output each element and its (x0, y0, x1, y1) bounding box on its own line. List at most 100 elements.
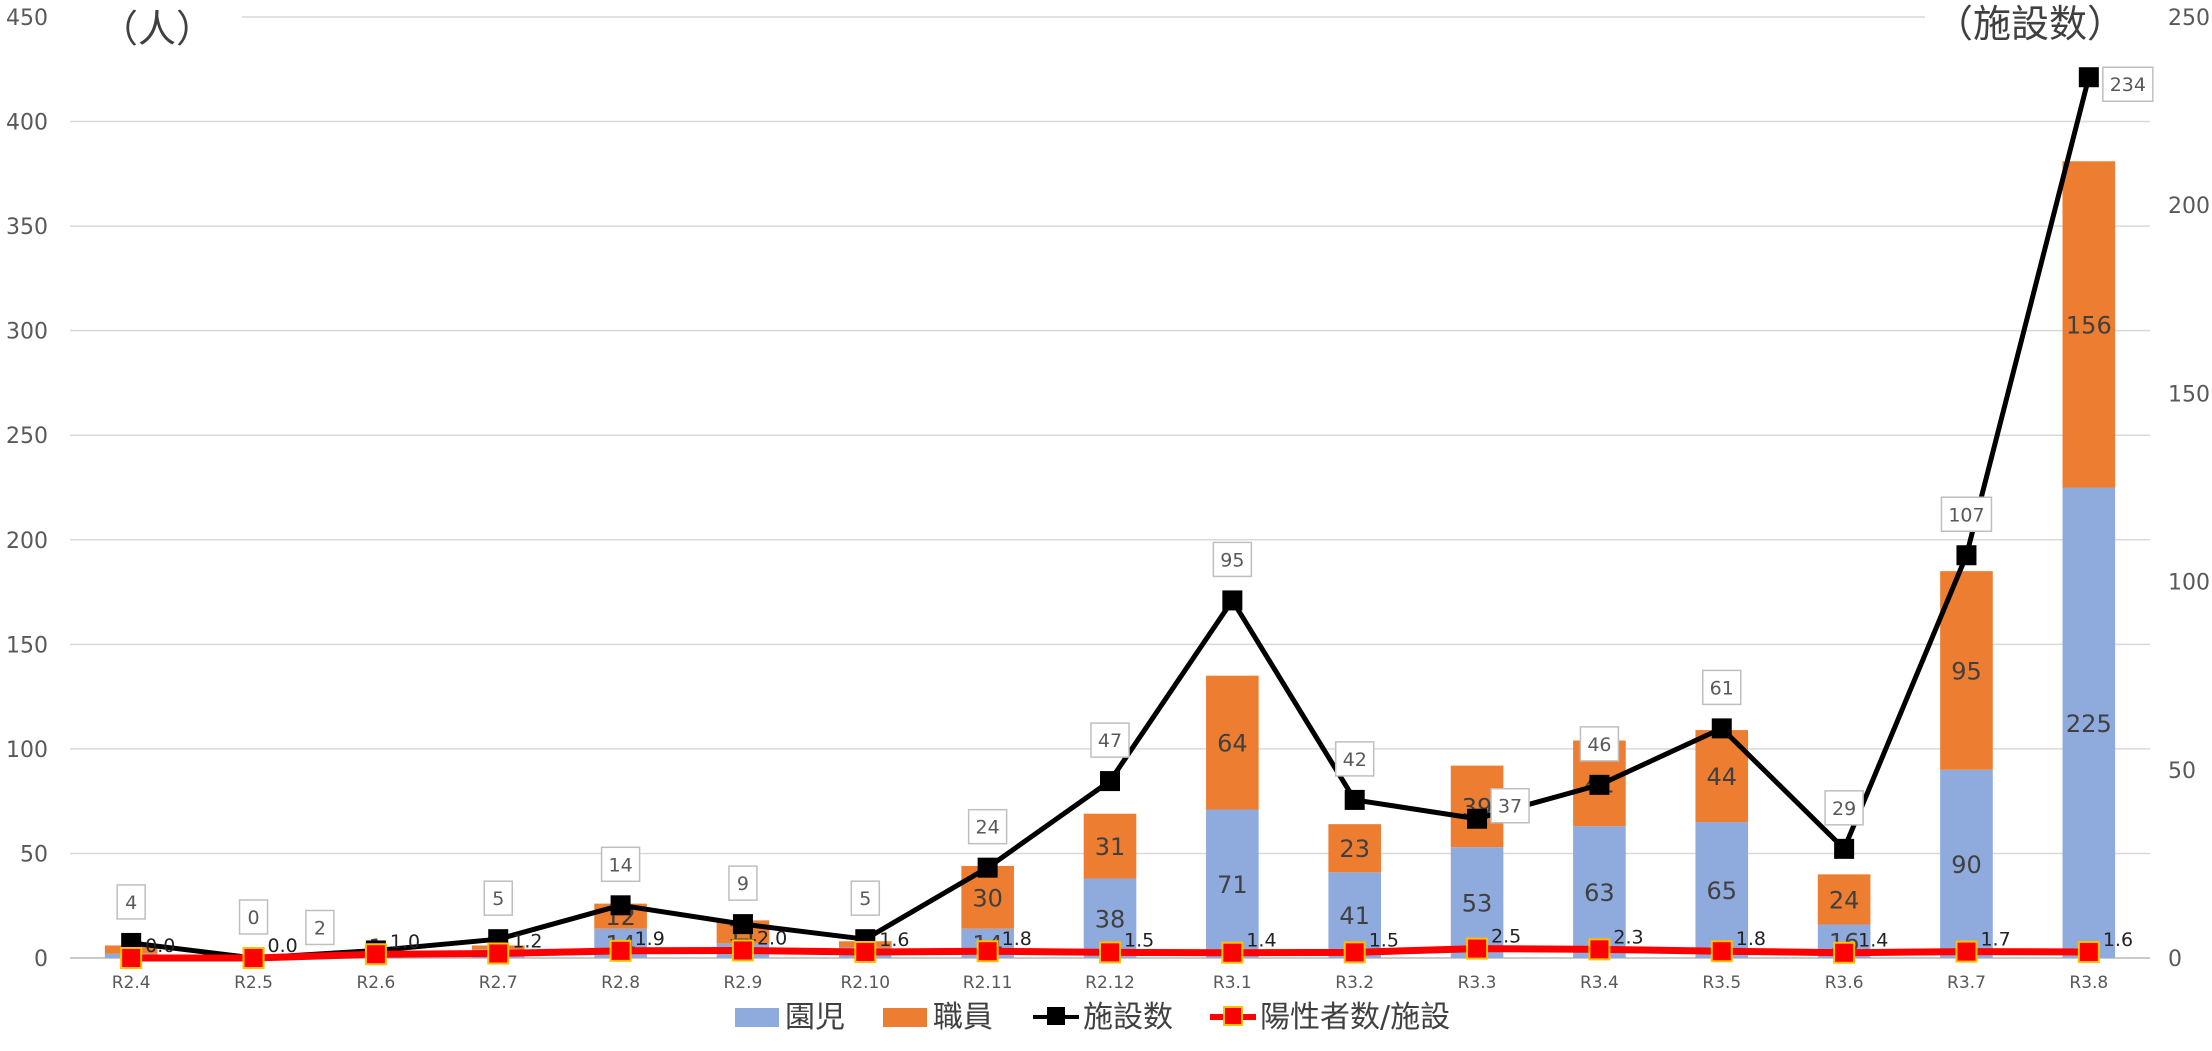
marker-陽性者数-施設 (1710, 940, 1733, 963)
label-box-施設数 (1702, 669, 1742, 706)
y-right-tick-label: 250 (2168, 6, 2210, 31)
marker-陽性者数-施設 (731, 939, 754, 962)
gridlines (70, 16, 2150, 959)
legend-職員-text: 職員 (933, 1000, 993, 1035)
bar-園児 (1695, 822, 1749, 958)
bar-labels: 2411421412711531430383171644123533963416… (124, 311, 2112, 969)
line-label-陽性者数-施設: 1.4 (1246, 930, 1276, 952)
marker-施設数 (1589, 774, 1610, 795)
bar-職員 (1206, 675, 1259, 810)
y-right-tick-label: 100 (2168, 571, 2210, 596)
legend: 園児 職員 施設数 陽性者数/施設 (735, 1000, 1450, 1035)
bar-園児 (1206, 809, 1259, 958)
bar-label-園児: 225 (2066, 710, 2112, 738)
bar-label-園児: 65 (1706, 877, 1737, 905)
marker-陽性者数-施設 (1466, 937, 1489, 960)
x-tick-label: R3.5 (1702, 973, 1741, 993)
line-label-陽性者数-施設: 1.2 (512, 930, 542, 952)
bar-label-職員: 156 (2066, 311, 2112, 339)
label-box-施設数 (1579, 726, 1620, 762)
y-right-tick-label: 200 (2168, 194, 2210, 219)
marker-施設数 (1467, 808, 1488, 829)
label-box-施設数 (483, 880, 513, 916)
bar-label-園児: 63 (1584, 879, 1615, 907)
marker-施設数 (2078, 67, 2099, 88)
left-axis-unit: （人） (100, 7, 214, 51)
line-label-陽性者数-施設: 0.0 (268, 935, 298, 957)
marker-陽性者数-施設 (976, 940, 999, 963)
line-label-施設数: 95 (1220, 549, 1244, 571)
label-box-施設数 (1940, 496, 1993, 533)
x-tick-label: R2.12 (1085, 973, 1135, 993)
line-label-施設数: 47 (1098, 730, 1122, 752)
marker-施設数 (1956, 545, 1977, 566)
line-label-陽性者数-施設: 1.4 (1858, 930, 1888, 952)
marker-陽性者数-施設 (1833, 941, 1856, 964)
line-label-施設数: 5 (492, 888, 504, 910)
label-box-施設数 (1490, 787, 1530, 824)
label-box-施設数 (305, 909, 335, 946)
line-label-施設数: 42 (1343, 749, 1367, 771)
x-tick-label: R2.6 (356, 973, 395, 993)
line-label-陽性者数-施設: 1.5 (1124, 929, 1154, 951)
marker-陽性者数-施設 (1221, 941, 1244, 964)
bar-label-職員: 31 (1095, 833, 1126, 861)
line-label-陽性者数-施設: 2.5 (1491, 926, 1521, 948)
x-tick-label: R2.4 (112, 973, 151, 993)
bar-label-職員: 30 (972, 884, 1003, 912)
label-box-施設数 (238, 899, 269, 935)
marker-施設数 (1711, 718, 1732, 739)
label-box-施設数 (1824, 790, 1864, 826)
x-tick-label: R2.7 (479, 973, 518, 993)
marker-施設数 (732, 914, 753, 935)
label-box-施設数 (1090, 722, 1130, 758)
bar-label-園児: 71 (1217, 871, 1248, 899)
line-label-施設数: 61 (1710, 677, 1734, 699)
line-label-陽性者数-施設: 1.7 (1980, 929, 2010, 951)
y-left-tick-label: 200 (6, 529, 48, 554)
bar-園児 (2062, 487, 2116, 958)
y-left-tick-label: 450 (6, 6, 48, 31)
line-label-陽性者数-施設: 1.6 (879, 929, 909, 951)
bar-園児 (1573, 826, 1626, 958)
legend-陽性者数-施設-text: 陽性者数/施設 (1260, 1000, 1450, 1035)
axes: （人） （施設数） 050100150200250300350400450050… (6, 2, 2210, 993)
y-right-tick-label: 150 (2168, 382, 2210, 407)
x-tick-label: R3.8 (2069, 973, 2108, 993)
line-label-施設数: 9 (737, 873, 749, 895)
marker-陽性者数-施設 (364, 943, 387, 966)
marker-陽性者数-施設 (487, 942, 510, 965)
marker-陽性者数-施設 (242, 947, 265, 969)
x-tick-label: R3.1 (1213, 973, 1252, 993)
label-box-施設数 (967, 808, 1008, 845)
marker-陽性者数-施設 (1588, 938, 1611, 961)
marker-施設数 (1344, 789, 1365, 810)
bar-label-園児: 53 (1462, 890, 1493, 918)
line-label-陽性者数-施設: 1.8 (1736, 928, 1766, 950)
line-label-陽性者数-施設: 1.9 (635, 928, 665, 950)
x-tick-label: R2.10 (840, 973, 890, 993)
x-tick-label: R3.4 (1580, 973, 1619, 993)
y-left-tick-label: 350 (6, 215, 48, 240)
x-tick-label: R3.3 (1458, 973, 1497, 993)
bar-職員 (1817, 874, 1871, 925)
line-label-施設数: 37 (1498, 796, 1522, 818)
marker-施設数 (1222, 590, 1243, 611)
marker-陽性者数-施設 (609, 939, 632, 962)
y-left-tick-label: 150 (6, 633, 48, 658)
label-box-施設数 (728, 865, 758, 901)
marker-陽性者数-施設 (1343, 941, 1366, 964)
legend-陽性者数-施設-marker (1223, 1006, 1243, 1026)
label-box-施設数 (600, 846, 641, 883)
marker-陽性者数-施設 (1099, 941, 1121, 964)
line-label-施設数: 29 (1832, 798, 1856, 820)
y-left-tick-label: 0 (34, 947, 48, 972)
y-right-tick-label: 0 (2168, 947, 2182, 972)
x-tick-label: R2.9 (724, 973, 763, 993)
line-label-施設数: 107 (1948, 504, 1984, 526)
label-box-施設数 (116, 884, 146, 920)
label-box-施設数 (850, 880, 881, 916)
marker-陽性者数-施設 (1955, 940, 1978, 963)
bar-label-園児: 38 (1095, 905, 1126, 933)
